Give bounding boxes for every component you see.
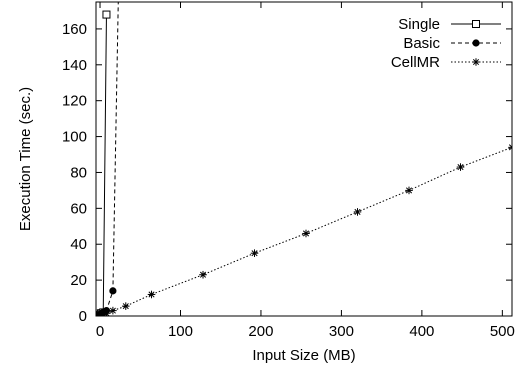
x-tick-label: 500 (490, 323, 515, 340)
series-cellmr-point (456, 163, 465, 171)
series-cellmr-point (102, 309, 111, 316)
series-cellmr-point (109, 306, 117, 315)
y-tick-label: 140 (62, 57, 87, 74)
legend-marker (472, 58, 480, 66)
legend-item-cellmr: CellMR (391, 54, 501, 71)
legend-marker (472, 39, 480, 47)
ticks-layer: 0 100 200 300 400 500 0 20 40 60 80 100 120 140 160 (62, 2, 515, 340)
series-cellmr-point (405, 186, 413, 195)
y-tick-label: 100 (62, 129, 87, 146)
y-tick-label: 0 (79, 308, 87, 325)
y-tick-label: 160 (62, 21, 87, 38)
x-tick-label: 300 (329, 323, 354, 340)
y-tick-label: 60 (70, 200, 87, 217)
series-single-point (102, 10, 111, 19)
series-cellmr-point (302, 229, 310, 238)
series-cellmr-point (508, 143, 512, 152)
series-layer (96, 2, 512, 316)
x-tick-label: 0 (96, 323, 104, 340)
legend-item-single: Single (398, 16, 501, 33)
legend: Single Basic CellMR (391, 16, 501, 71)
y-tick-label: 20 (70, 272, 87, 289)
x-tick-label: 400 (409, 323, 434, 340)
series-basic-point (109, 287, 117, 295)
legend-label: CellMR (391, 54, 440, 71)
x-tick-label: 100 (168, 323, 193, 340)
plot-frame (95, 1, 513, 317)
y-tick-label: 40 (70, 236, 87, 253)
x-tick-label: 200 (248, 323, 273, 340)
y-tick-label: 120 (62, 93, 87, 110)
series-cellmr-point (147, 290, 156, 299)
series-cellmr-point (199, 270, 207, 279)
series-cellmr-point (121, 302, 130, 310)
legend-label: Basic (403, 35, 440, 52)
legend-item-basic: Basic (403, 35, 501, 52)
y-axis-title: Execution Time (sec.) (17, 87, 34, 231)
legend-label: Single (398, 16, 440, 33)
series-cellmr-point (353, 208, 362, 216)
legend-marker (472, 20, 480, 28)
series-cellmr-point (250, 249, 259, 257)
y-tick-label: 80 (70, 164, 87, 181)
x-axis-title: Input Size (MB) (252, 347, 355, 364)
